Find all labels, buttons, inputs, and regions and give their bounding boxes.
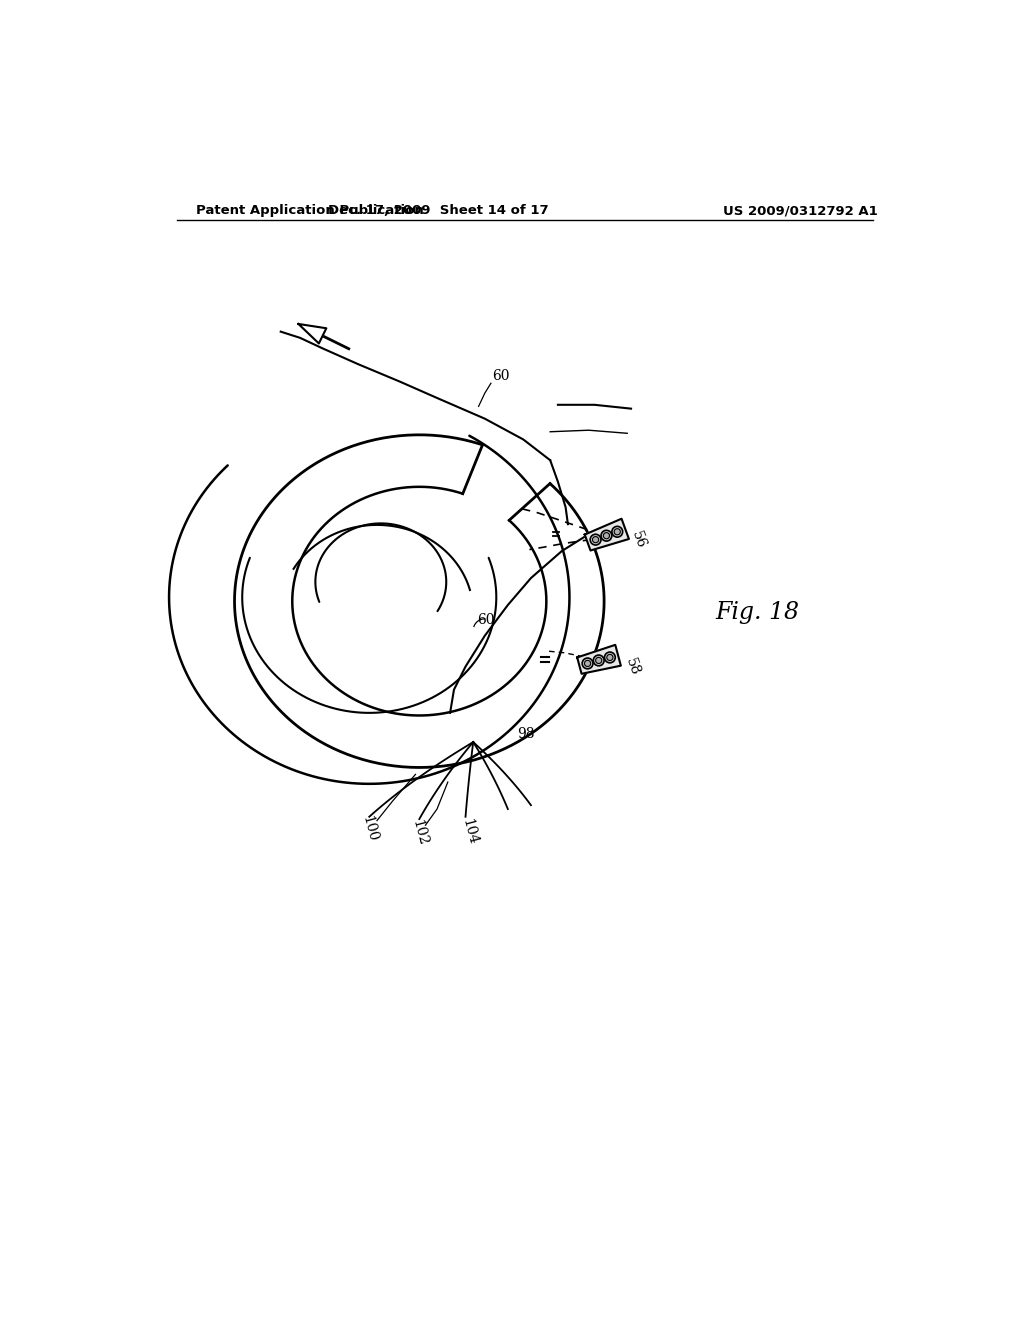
Text: 98: 98 <box>517 727 535 742</box>
Text: 60: 60 <box>493 368 510 383</box>
Text: Patent Application Publication: Patent Application Publication <box>196 205 424 218</box>
Circle shape <box>593 536 599 543</box>
Text: 56: 56 <box>630 529 648 550</box>
Text: 58: 58 <box>624 656 642 677</box>
Text: 102: 102 <box>410 818 429 847</box>
Polygon shape <box>585 519 629 550</box>
Circle shape <box>590 535 601 545</box>
Text: Dec. 17, 2009  Sheet 14 of 17: Dec. 17, 2009 Sheet 14 of 17 <box>329 205 549 218</box>
Circle shape <box>603 532 609 539</box>
Circle shape <box>604 652 615 663</box>
Text: Fig. 18: Fig. 18 <box>716 601 800 624</box>
Text: US 2009/0312792 A1: US 2009/0312792 A1 <box>723 205 878 218</box>
Polygon shape <box>578 645 621 673</box>
Circle shape <box>607 655 613 660</box>
Circle shape <box>585 660 591 667</box>
Circle shape <box>612 527 623 537</box>
Circle shape <box>601 531 611 541</box>
Circle shape <box>614 529 621 535</box>
Circle shape <box>593 655 604 665</box>
Circle shape <box>596 657 602 664</box>
Text: 60: 60 <box>477 614 495 627</box>
Text: 100: 100 <box>359 813 380 843</box>
Text: 104: 104 <box>459 817 479 846</box>
Circle shape <box>583 659 593 669</box>
Polygon shape <box>298 323 327 343</box>
